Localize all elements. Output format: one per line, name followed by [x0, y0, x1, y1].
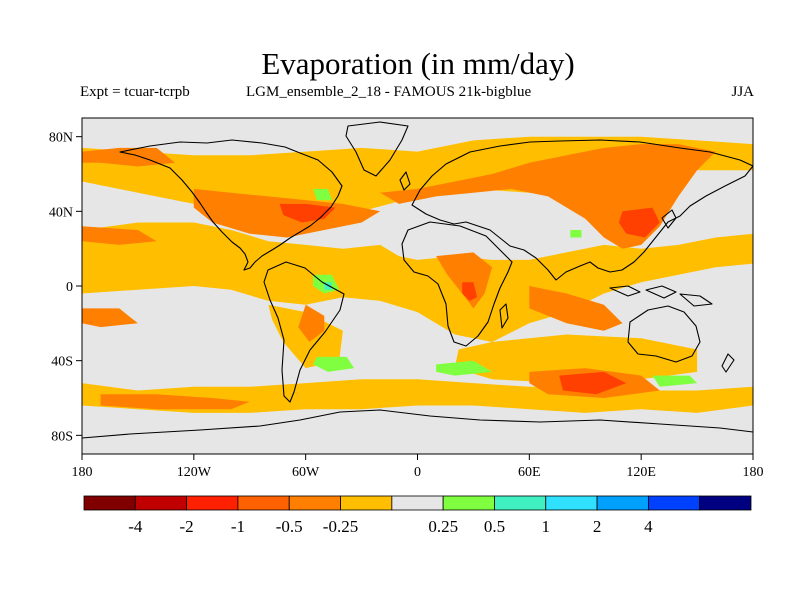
colorbar-swatch-7	[442, 495, 495, 511]
colorbar-swatch-12	[699, 495, 752, 511]
field-region-3	[454, 334, 698, 384]
coastline-japan	[661, 209, 677, 229]
colorbar-swatch-2	[186, 495, 239, 511]
colorbar-label: 4	[644, 517, 653, 536]
lon-tick-label: 120E	[626, 465, 656, 480]
field-region-20	[313, 356, 355, 372]
colorbar-label: -0.25	[323, 517, 358, 536]
field-region-17	[462, 282, 478, 301]
evaporation-field	[82, 136, 753, 413]
colorbar-label: 2	[593, 517, 602, 536]
lon-tick-label: 180	[743, 465, 764, 480]
field-region-14	[298, 304, 325, 342]
coastline-british-isles	[399, 171, 411, 191]
colorbar-label: -0.5	[276, 517, 303, 536]
map-axes: 80N 40N 0 40S 80S 180 120W 60W 0 60E 120E 180	[49, 131, 764, 480]
field-region-1	[82, 222, 753, 342]
colorbar-swatch-11	[647, 495, 701, 511]
field-region-18	[559, 371, 627, 395]
coastline-new-zealand	[721, 353, 735, 373]
field-region-15	[279, 203, 336, 223]
coastline-madagascar	[499, 303, 509, 329]
field-region-5	[82, 147, 176, 167]
colorbar-label: -2	[180, 517, 194, 536]
coastline-antarctica	[82, 409, 753, 439]
lon-tick-label: 120W	[177, 465, 212, 480]
lat-tick-label: 40N	[49, 205, 73, 220]
colorbar-swatch-4	[288, 495, 341, 511]
lat-tick-label: 40S	[51, 355, 73, 370]
season-label: JJA	[731, 84, 754, 100]
colorbar-swatch-9	[545, 495, 598, 511]
lat-tick-label: 80N	[49, 131, 73, 146]
coastline-north-america	[119, 139, 343, 271]
colorbar-label: -1	[231, 517, 245, 536]
colorbar-swatch-5	[340, 495, 393, 511]
colorbar-swatch-3	[237, 495, 290, 511]
coastline-maritime-continent	[609, 285, 713, 307]
coastline-south-america	[263, 261, 345, 403]
field-region-16	[618, 207, 660, 238]
lon-tick-label: 60E	[518, 465, 541, 480]
field-region-24	[570, 230, 582, 238]
field-region-23	[313, 188, 332, 201]
lon-tick-label: 60W	[292, 465, 320, 480]
field-region-9	[529, 286, 623, 331]
coastline-greenland	[345, 121, 409, 177]
coastline-africa	[401, 221, 513, 347]
field-region-12	[82, 308, 138, 328]
lat-tick-label: 0	[66, 280, 73, 295]
colorbar-label: 1	[542, 517, 551, 536]
colorbar-swatch-0	[83, 495, 136, 511]
field-region-11	[82, 226, 157, 245]
colorbar-label: 0.5	[484, 517, 505, 536]
lon-tick-label: 0	[414, 465, 421, 480]
coastlines	[82, 121, 753, 439]
colorbar-swatch-8	[494, 495, 547, 511]
chart-title: Evaporation (in mm/day)	[261, 46, 575, 81]
field-region-13	[100, 394, 250, 410]
colorbar-swatch-1	[134, 495, 188, 511]
colorbar-label: 0.25	[428, 517, 458, 536]
colorbar-swatch-10	[596, 495, 649, 511]
field-region-22	[652, 375, 698, 387]
colorbar: -4 -2 -1 -0.5 -0.25 0.25 0.5 1 2 4	[83, 495, 752, 536]
colorbar-swatch-6	[391, 495, 444, 511]
lon-tick-label: 180	[72, 465, 93, 480]
field-region-8	[436, 252, 493, 309]
field-region-21	[436, 360, 493, 376]
ensemble-label: LGM_ensemble_2_18 - FAMOUS 21k-bigblue	[246, 84, 532, 100]
coastline-australia	[627, 305, 701, 363]
lat-tick-label: 80S	[51, 429, 73, 444]
experiment-label: Expt = tcuar-tcrpb	[80, 84, 190, 100]
coastline-eurasia	[411, 139, 753, 281]
colorbar-label: -4	[128, 517, 143, 536]
